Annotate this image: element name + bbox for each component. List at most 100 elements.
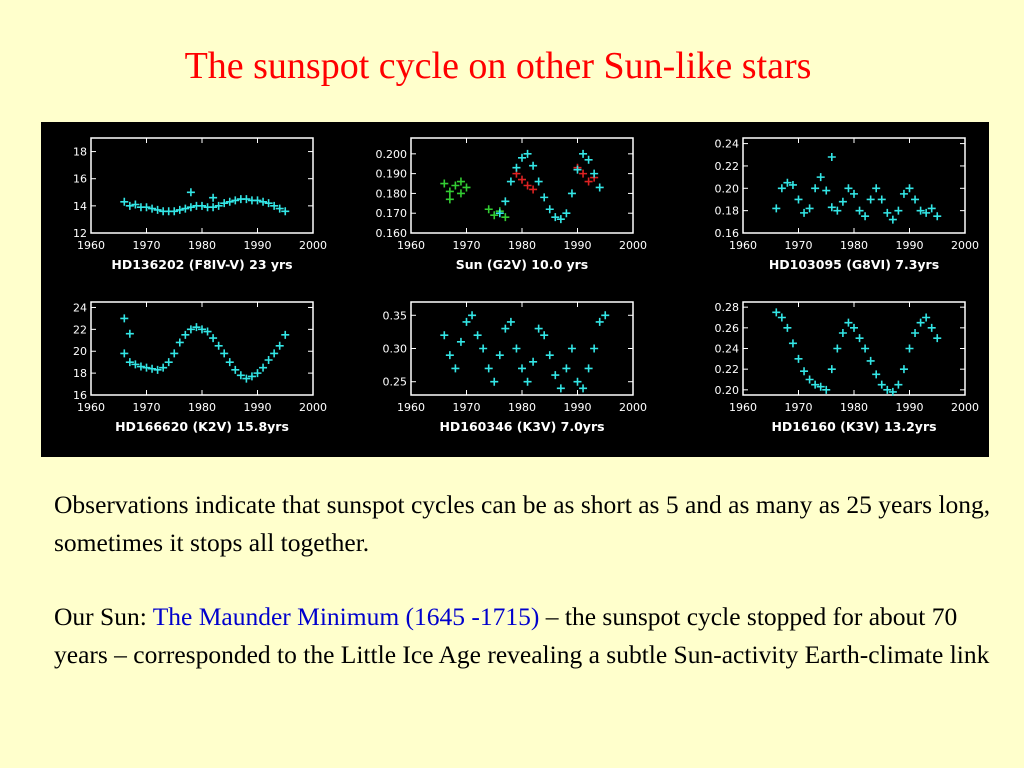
data-point xyxy=(490,377,499,386)
data-point xyxy=(894,206,903,215)
data-point xyxy=(567,344,576,353)
data-point xyxy=(281,207,290,216)
data-point xyxy=(501,324,510,333)
data-point xyxy=(209,203,218,212)
data-point xyxy=(518,175,526,184)
paragraph-2-prefix: Our Sun: xyxy=(54,602,153,631)
data-point xyxy=(899,189,908,198)
data-point xyxy=(783,323,792,332)
data-point xyxy=(772,308,781,317)
y-tick-label: 0.28 xyxy=(715,301,740,314)
data-point xyxy=(788,339,797,348)
data-point xyxy=(833,344,842,353)
data-point xyxy=(523,149,532,158)
data-point xyxy=(153,205,162,214)
data-point xyxy=(933,334,942,343)
data-point xyxy=(827,153,836,161)
y-tick-label: 0.26 xyxy=(715,322,740,335)
data-point xyxy=(822,186,831,195)
data-point xyxy=(214,201,223,210)
data-point xyxy=(590,344,599,353)
data-point xyxy=(125,329,134,338)
x-tick-label: 1970 xyxy=(453,401,481,414)
data-point xyxy=(236,371,245,380)
data-point xyxy=(148,364,157,373)
data-point xyxy=(573,165,582,174)
data-point xyxy=(445,195,454,204)
data-point xyxy=(440,331,449,340)
data-point xyxy=(214,341,223,350)
y-tick-label: 0.25 xyxy=(383,376,408,389)
data-point xyxy=(170,207,179,216)
data-point xyxy=(506,317,515,326)
data-point xyxy=(468,311,477,320)
x-tick-label: 1970 xyxy=(133,401,161,414)
panel-2: 0.160 0.170 0.180 0.190 0.200 1960 1970 1980 199… xyxy=(376,137,647,272)
panel-frame xyxy=(90,137,314,234)
data-point xyxy=(540,331,549,340)
y-tick-label: 0.35 xyxy=(383,309,408,322)
data-point xyxy=(562,364,571,373)
data-point xyxy=(855,334,864,343)
data-point xyxy=(933,212,942,221)
data-point xyxy=(811,380,820,389)
data-point xyxy=(529,185,538,194)
data-point xyxy=(866,356,875,365)
data-point xyxy=(120,197,129,206)
data-point xyxy=(231,196,240,205)
data-point xyxy=(225,197,234,206)
data-point xyxy=(872,184,881,193)
x-tick-label: 2000 xyxy=(619,401,647,414)
data-point xyxy=(850,189,858,198)
panel-caption: HD16160 (K3V) 13.2yrs xyxy=(771,419,936,434)
data-point xyxy=(911,195,920,204)
data-point xyxy=(827,365,836,374)
x-tick-label: 1980 xyxy=(508,401,536,414)
data-point xyxy=(264,199,273,208)
paragraph-2: Our Sun: The Maunder Minimum (1645 -1715… xyxy=(54,598,999,674)
data-point xyxy=(175,205,184,214)
data-point xyxy=(777,184,786,193)
data-point xyxy=(877,380,886,389)
data-point xyxy=(861,344,870,353)
data-point xyxy=(495,209,504,218)
panel-5: 0.25 0.30 0.35 1960 1970 1980 1990 2000 HD160346… xyxy=(383,301,647,434)
data-point xyxy=(264,355,273,364)
data-point xyxy=(850,323,858,332)
data-point xyxy=(551,371,560,380)
data-point xyxy=(192,323,201,332)
y-tick-label: 0.160 xyxy=(376,227,408,240)
panel-caption: Sun (G2V) 10.0 yrs xyxy=(456,257,589,272)
data-point xyxy=(512,344,521,353)
data-point xyxy=(551,213,560,222)
data-point xyxy=(518,364,526,373)
data-point xyxy=(911,329,920,337)
x-tick-label: 1990 xyxy=(896,401,924,414)
data-point xyxy=(142,363,151,372)
data-point xyxy=(584,364,593,373)
data-point xyxy=(484,364,493,373)
data-point xyxy=(462,183,471,192)
panel-4: 16 18 20 22 24 1960 1970 1980 1990 2000 HD166620 (… xyxy=(73,301,327,434)
sunspot-plots-svg: 12 14 16 18 1960 1970 1980 1990 2000 HD136202 (F8… xyxy=(73,137,979,434)
data-point xyxy=(540,193,549,202)
panel-caption: HD166620 (K2V) 15.8yrs xyxy=(115,419,289,434)
x-tick-label: 1980 xyxy=(840,239,868,252)
y-tick-label: 0.190 xyxy=(376,168,408,181)
x-tick-label: 1990 xyxy=(564,239,592,252)
panel-frame xyxy=(410,301,634,396)
data-point xyxy=(788,180,797,189)
panel-frame xyxy=(742,137,966,234)
y-tick-label: 14 xyxy=(73,200,87,213)
x-tick-label: 1980 xyxy=(840,401,868,414)
data-point xyxy=(534,324,543,333)
data-point xyxy=(822,385,831,394)
x-tick-label: 1960 xyxy=(397,401,425,414)
data-point xyxy=(170,349,179,358)
data-point xyxy=(838,197,847,206)
data-point xyxy=(816,382,825,391)
data-point xyxy=(220,199,229,208)
data-point xyxy=(534,177,543,186)
data-point xyxy=(861,212,870,221)
data-point xyxy=(198,325,206,334)
